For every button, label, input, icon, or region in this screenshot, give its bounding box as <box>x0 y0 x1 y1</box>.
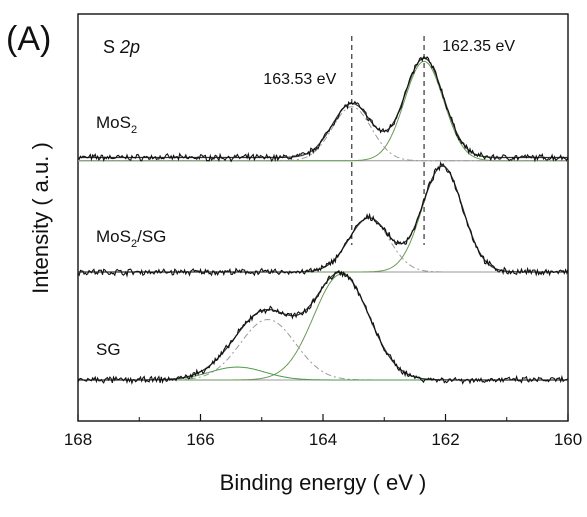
series-label: MoS2 <box>96 113 137 136</box>
component-fit <box>78 60 568 162</box>
x-tick-label: 162 <box>431 430 459 449</box>
inner-label-italic: 2p <box>119 37 140 57</box>
component-fit <box>78 273 568 381</box>
reference-line-label: 162.35 eV <box>442 38 515 55</box>
x-tick-label: 160 <box>554 430 582 449</box>
x-tick-label: 166 <box>186 430 214 449</box>
inner-label: S 2p <box>103 37 140 57</box>
fitted-envelope <box>78 271 568 381</box>
series-label: SG <box>96 340 121 359</box>
series-label: MoS2/SG <box>96 227 166 250</box>
x-tick-label: 164 <box>309 430 337 449</box>
component-fit <box>78 165 568 273</box>
raw-spectrum <box>77 269 569 386</box>
raw-spectrum <box>77 56 569 163</box>
panel-label: (A) <box>6 20 51 58</box>
reference-line-label: 163.53 eV <box>263 71 336 88</box>
raw-spectrum <box>77 161 569 278</box>
series-labels: MoS2 MoS2/SG SG <box>96 113 166 359</box>
reference-lines: 163.53 eV 162.35 eV <box>263 36 515 245</box>
x-axis-title: Binding energy ( eV ) <box>220 470 427 495</box>
x-axis-ticks: 168 166 164 162 160 <box>64 414 582 449</box>
inner-label-prefix: S <box>103 37 120 57</box>
component-fit <box>78 106 568 162</box>
curves <box>77 56 569 386</box>
component-fit <box>78 318 568 381</box>
x-tick-label: 168 <box>64 430 92 449</box>
y-axis-title: Intensity ( a.u. ) <box>28 142 53 294</box>
fitted-envelope <box>78 165 568 273</box>
